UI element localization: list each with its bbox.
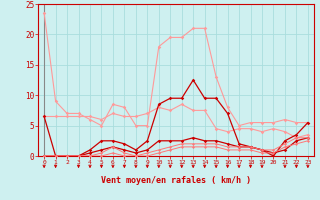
- X-axis label: Vent moyen/en rafales ( km/h ): Vent moyen/en rafales ( km/h ): [101, 176, 251, 185]
